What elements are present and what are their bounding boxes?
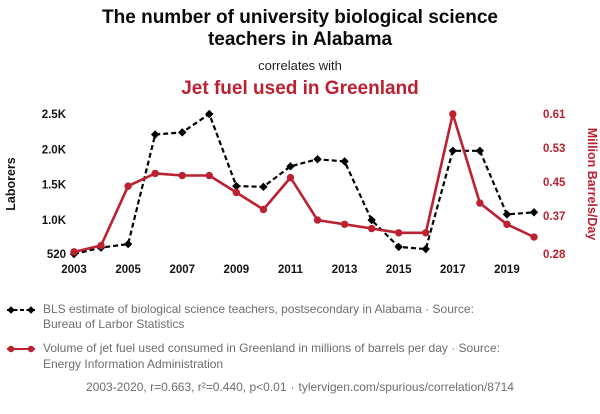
teachers-point (205, 109, 214, 119)
jetfuel-point (178, 171, 186, 180)
svg-text:2.0K: 2.0K (42, 144, 67, 156)
chart-canvas: 520 1.0K 1.5K 2.0K 2.5K 0.28 0.37 0.45 0.53 0.61 2… (4, 109, 599, 276)
legend: BLS estimate of biological science teach… (0, 302, 600, 372)
teachers-point (529, 207, 539, 217)
jetfuel-key-glyph (7, 345, 35, 353)
teachers-point (367, 215, 376, 225)
jetfuel-point (313, 216, 322, 224)
jetfuel-point (70, 247, 78, 256)
source-link[interactable]: tylervigen.com/spurious/correlation/8714 (298, 380, 514, 395)
footer-separator: · (290, 380, 295, 395)
footer: 2003-2020, r=0.663, r²=0.440, p<0.01 · tyl… (0, 380, 600, 394)
svg-text:2.5K: 2.5K (42, 109, 67, 121)
teachers-point (394, 242, 403, 251)
svg-text:2013: 2013 (332, 264, 358, 276)
stats-text: 2003-2020, r=0.663, r²=0.440, p<0.01 (86, 380, 287, 395)
correlate-title: Jet fuel used in Greenland (181, 77, 419, 99)
correlates-with-text: correlates with (258, 57, 342, 73)
jetfuel-point (422, 228, 430, 237)
teachers-point (502, 210, 512, 219)
teachers-series-key-icon (6, 304, 36, 316)
teachers-point (340, 156, 349, 166)
teachers-point (286, 161, 295, 171)
teachers-point (421, 244, 430, 254)
svg-text:2011: 2011 (278, 264, 304, 276)
teachers-point (448, 146, 458, 155)
teachers-point (150, 130, 160, 139)
jetfuel-point (530, 233, 538, 241)
teachers-point (232, 181, 241, 191)
left-axis-ticks: 520 1.0K 1.5K 2.0K 2.5K (42, 109, 67, 261)
jetfuel-point (367, 224, 376, 233)
svg-text:2007: 2007 (169, 264, 195, 276)
legend-item-jetfuel: Volume of jet fuel used consumed in Gree… (6, 341, 600, 372)
right-axis-ticks: 0.28 0.37 0.45 0.53 0.61 (543, 109, 566, 261)
svg-text:1.0K: 1.0K (42, 215, 67, 227)
left-axis-title: Laborers (4, 157, 18, 211)
series-jetfuel (70, 110, 538, 256)
series-teachers (69, 109, 539, 259)
right-axis-title: Million Barrels/Day (585, 128, 599, 241)
teachers-point (123, 239, 133, 249)
jetfuel-point (286, 173, 295, 182)
jetfuel-point (340, 220, 349, 228)
jetfuel-series-key-icon (6, 343, 36, 355)
x-axis-ticks: 2003 2005 2007 2009 2011 2013 2015 2017 2019 (61, 264, 520, 276)
svg-text:2015: 2015 (386, 264, 412, 276)
jetfuel-point (205, 171, 213, 180)
svg-text:2005: 2005 (115, 264, 141, 276)
svg-text:0.61: 0.61 (543, 109, 566, 121)
teachers-point (259, 182, 268, 191)
jetfuel-point (124, 182, 132, 190)
svg-text:0.45: 0.45 (543, 177, 566, 189)
teachers-point (313, 154, 322, 164)
teachers-point (178, 127, 187, 137)
jetfuel-point (449, 110, 457, 118)
teachers-point (475, 146, 485, 155)
svg-text:2003: 2003 (61, 264, 87, 276)
jetfuel-legend-label: Volume of jet fuel used consumed in Gree… (43, 341, 500, 371)
jetfuel-point (151, 169, 159, 177)
jetfuel-point (259, 205, 268, 213)
chart-title: The number of university biological scie… (102, 7, 498, 51)
svg-text:2019: 2019 (494, 264, 520, 276)
svg-text:520: 520 (47, 249, 66, 261)
svg-text:1.5K: 1.5K (42, 180, 67, 192)
jetfuel-point (503, 220, 511, 228)
jetfuel-point (476, 199, 484, 207)
jetfuel-point (395, 228, 403, 237)
svg-text:2009: 2009 (224, 264, 250, 276)
teachers-legend-label: BLS estimate of biological science teach… (43, 301, 474, 332)
teachers-key-glyph (7, 306, 35, 314)
jetfuel-point (232, 188, 241, 196)
svg-text:2017: 2017 (440, 264, 466, 276)
legend-item-teachers: BLS estimate of biological science teach… (6, 302, 600, 333)
svg-text:0.28: 0.28 (543, 249, 566, 261)
svg-text:0.37: 0.37 (543, 211, 565, 223)
jetfuel-point (97, 241, 105, 250)
svg-text:0.53: 0.53 (543, 143, 565, 155)
